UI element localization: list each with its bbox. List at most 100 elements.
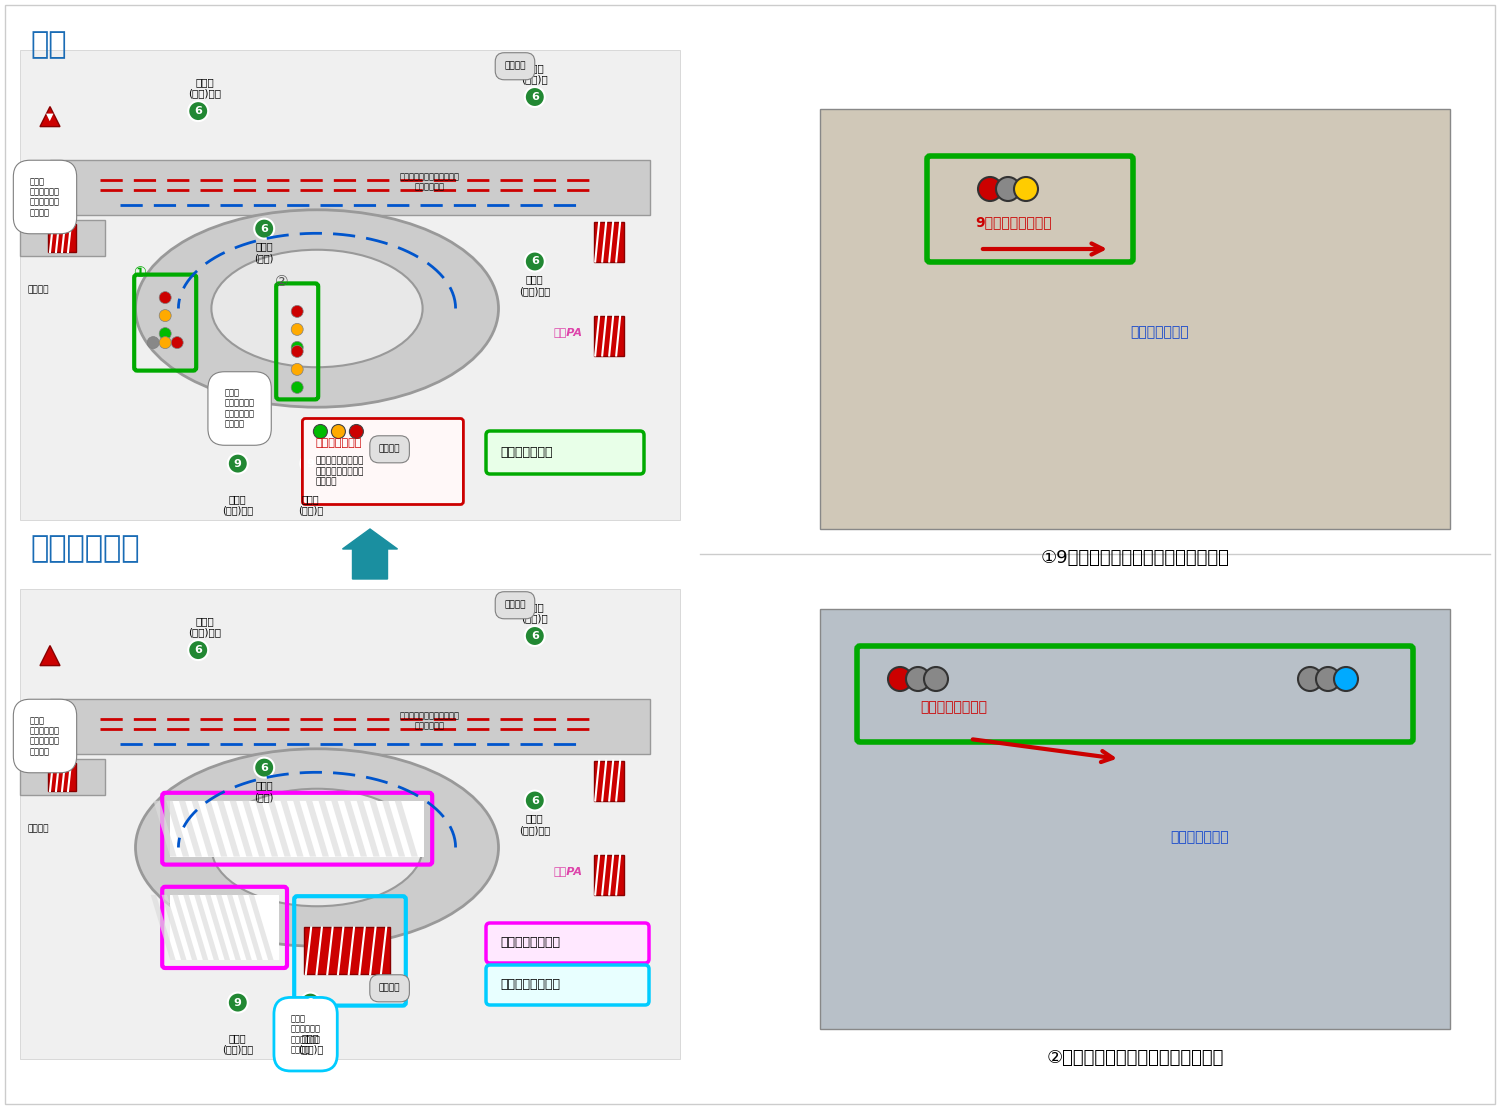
Circle shape [1334,667,1358,691]
Text: 箱崎入口: 箱崎入口 [28,746,50,755]
Text: 一時停止新設箇所: 一時停止新設箇所 [500,978,560,991]
Circle shape [291,342,303,354]
Polygon shape [206,895,230,960]
Bar [20,50,680,520]
Circle shape [228,454,248,474]
Bar [594,761,624,801]
Polygon shape [230,801,252,856]
Text: 停止線
合流部につき
一時停止して
下さい。: 停止線 合流部につき 一時停止して 下さい。 [225,388,255,428]
Polygon shape [217,801,240,856]
Text: 信号機撤去箇所: 信号機撤去箇所 [500,447,552,459]
Circle shape [159,327,171,339]
Circle shape [1316,667,1340,691]
Text: 6: 6 [531,92,538,102]
Bar [170,801,424,856]
Circle shape [300,993,321,1013]
Polygon shape [243,801,266,856]
Text: 箱崎ロータリー: 箱崎ロータリー [1130,325,1188,339]
Text: 箱崎入口: 箱崎入口 [28,207,50,216]
Text: 6: 6 [195,106,202,116]
Bar [48,763,76,791]
Bar [594,315,624,356]
Text: 浜町入口: 浜町入口 [380,984,400,993]
Polygon shape [40,645,60,665]
Text: 停止線
合流部につき
一時停止して
下さい。: 停止線 合流部につき 一時停止して 下さい。 [30,177,60,217]
Text: 9: 9 [306,459,315,469]
Circle shape [171,337,183,348]
Bar [594,855,624,895]
Text: 9: 9 [306,998,315,1008]
Circle shape [159,292,171,304]
Text: 深川線
(下り)へ: 深川線 (下り)へ [298,1032,322,1055]
Circle shape [525,252,544,272]
Circle shape [978,177,1002,201]
Circle shape [159,337,171,348]
Text: 深川線
(下り)へ: 深川線 (下り)へ [298,494,322,516]
Text: ゼブラ帯新設箇所: ゼブラ帯新設箇所 [500,936,560,949]
Polygon shape [316,1003,338,1022]
Text: 浜町出口: 浜町出口 [504,601,525,610]
Polygon shape [162,895,186,960]
Bar [20,589,680,1059]
Polygon shape [382,801,405,856]
Circle shape [147,337,159,348]
Circle shape [906,667,930,691]
Text: 6: 6 [531,795,538,805]
Text: 向島線
(上り)から: 向島線 (上り)から [519,274,550,296]
Polygon shape [216,895,242,960]
Circle shape [228,993,248,1013]
Text: 箱崎PA: 箱崎PA [554,866,582,876]
Text: 6: 6 [261,763,268,773]
Text: 箱崎出口: 箱崎出口 [28,824,50,833]
Text: 深川線
(上り)から: 深川線 (上り)から [222,494,254,516]
Polygon shape [153,801,177,856]
Bar [50,700,650,754]
Text: 停止線
合流部につき
一時停止して
下さい。: 停止線 合流部につき 一時停止して 下さい。 [291,1014,321,1055]
Text: 9: 9 [234,459,242,469]
Text: 東京シティエアターミナル
への専用出口: 東京シティエアターミナル への専用出口 [399,711,459,731]
FancyBboxPatch shape [486,431,644,474]
Bar [170,895,279,960]
Text: 向島線
(下り)から: 向島線 (下り)から [189,77,222,99]
Polygon shape [225,388,245,408]
Circle shape [291,324,303,335]
Polygon shape [369,801,393,856]
Circle shape [996,177,1020,201]
Circle shape [291,381,303,394]
Text: 合流部には信号機と
停止線が設置されて
います。: 合流部には信号機と 停止線が設置されて います。 [315,457,364,487]
Text: 向島線
(上り)から: 向島線 (上り)から [519,813,550,835]
Text: 深川線
(上り)から: 深川線 (上り)から [222,1032,254,1055]
Circle shape [188,640,209,660]
Circle shape [350,425,363,438]
Polygon shape [394,801,418,856]
Circle shape [525,791,544,811]
Text: 箱崎PA: 箱崎PA [554,327,582,337]
Polygon shape [150,895,176,960]
Ellipse shape [211,250,423,367]
Text: 9: 9 [234,998,242,1008]
Ellipse shape [135,210,498,407]
Polygon shape [237,895,262,960]
Polygon shape [192,801,214,856]
Polygon shape [40,106,60,126]
Text: 浜町入口から合流: 浜町入口から合流 [920,700,987,714]
Text: 停止線
合流部につき
一時停止して
下さい。: 停止線 合流部につき 一時停止して 下さい。 [30,716,60,756]
Text: 変更後の運用: 変更後の運用 [30,535,140,563]
Text: 9号深川線から合流: 9号深川線から合流 [975,215,1052,228]
Text: 東京シティエアターミナル
への専用出口: 東京シティエアターミナル への専用出口 [399,172,459,191]
Text: 6: 6 [531,256,538,266]
Circle shape [291,364,303,376]
Circle shape [254,757,274,777]
Polygon shape [172,895,198,960]
Circle shape [888,667,912,691]
Text: 箱崎ロータリー: 箱崎ロータリー [1170,830,1228,844]
FancyBboxPatch shape [486,923,650,963]
Text: 6: 6 [531,631,538,641]
Polygon shape [318,801,342,856]
Bar [48,224,76,252]
Circle shape [525,87,544,106]
Bar [821,109,1450,529]
Polygon shape [357,801,380,856]
Polygon shape [280,801,303,856]
Bar [821,609,1450,1029]
